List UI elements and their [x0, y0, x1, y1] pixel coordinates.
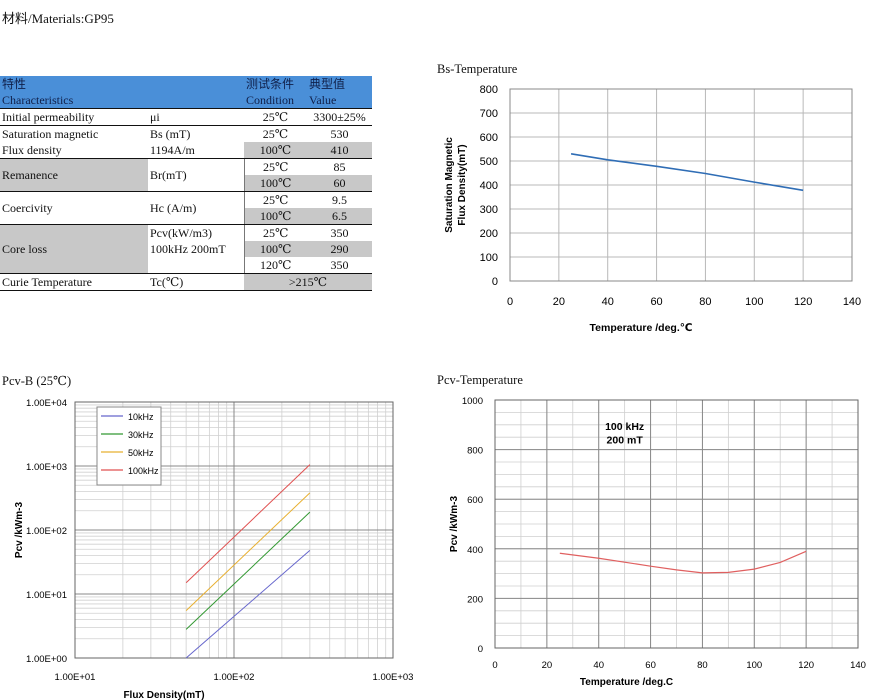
page-title: 材料/Materials:GP95	[2, 11, 114, 26]
series-line-30khz	[185, 511, 311, 630]
x-axis-label: Temperature /deg.C	[580, 677, 673, 688]
caption-pcv-temperature: Pcv-Temperature	[437, 373, 523, 387]
caption-bs-temperature: Bs-Temperature	[437, 62, 518, 76]
y-tick-label: 700	[480, 108, 498, 120]
x-tick-label: 120	[794, 296, 812, 308]
x-tick-label: 60	[650, 296, 662, 308]
y-tick-label: 200	[467, 594, 483, 605]
y-tick-label: 400	[467, 545, 483, 556]
table-row: 100℃ 6.5	[0, 208, 372, 225]
y-tick-label: 300	[480, 204, 498, 216]
y-tick-label: 1.00E+01	[26, 590, 67, 601]
x-tick-label: 140	[843, 296, 861, 308]
y-tick-label: 400	[480, 180, 498, 192]
x-tick-label: 1.00E+03	[373, 672, 414, 683]
y-axis-label: Pcv /kWm-3	[14, 501, 25, 558]
legend-label: 30kHz	[128, 430, 154, 440]
y-tick-label: 200	[480, 228, 498, 240]
y-tick-label: 100	[480, 252, 498, 264]
legend-label: 50kHz	[128, 448, 154, 458]
x-tick-label: 1.00E+01	[55, 672, 96, 683]
table-row: Saturation magnetic Bs (mT) 25℃ 530	[2, 127, 349, 141]
table-row: Curie Temperature Tc(℃) >215℃	[0, 273, 372, 291]
y-tick-label: 0	[492, 276, 498, 288]
x-tick-label: 1.00E+02	[214, 672, 255, 683]
annotation-frequency: 100 kHz	[605, 421, 644, 433]
header-condition-cn: 测试条件	[244, 76, 307, 92]
table-row: 100kHz 200mT 100℃ 290	[0, 241, 372, 257]
y-tick-label: 600	[467, 495, 483, 506]
x-tick-label: 80	[697, 660, 708, 671]
pcvt-series-line	[559, 550, 807, 574]
y-axis-label-line1: Saturation Magnetic	[444, 137, 455, 233]
x-tick-label: 100	[746, 660, 762, 671]
y-axis-label-line2: Flux Density(mT)	[457, 144, 468, 225]
x-tick-label: 60	[645, 660, 656, 671]
legend-label: 10kHz	[128, 412, 154, 422]
table-row: Remanence Br(mT) 25℃ 85	[0, 158, 372, 192]
x-tick-label: 100	[745, 296, 763, 308]
y-tick-label: 1000	[462, 396, 483, 407]
series-line-50khz	[185, 492, 311, 611]
x-tick-label: 0	[507, 296, 513, 308]
table-row: Coercivity Hc (A/m) 25℃ 9.5	[0, 191, 372, 225]
x-tick-label: 80	[699, 296, 711, 308]
header-characteristics-en: Characteristics	[0, 92, 148, 109]
x-axis-label: Flux Density(mT)	[123, 690, 204, 700]
bs-series-line	[570, 153, 804, 192]
table-header-row-en: Characteristics Condition Value	[0, 92, 372, 109]
x-tick-label: 120	[798, 660, 814, 671]
series-line-10khz	[185, 550, 311, 659]
x-tick-label: 40	[593, 660, 604, 671]
y-tick-label: 1.00E+02	[26, 526, 67, 537]
series-line-100khz	[185, 464, 311, 584]
table-row: Flux density 1194A/m 100℃ 410	[0, 142, 372, 159]
plot-frame	[494, 399, 859, 649]
header-value-cn: 典型值	[307, 76, 372, 92]
x-tick-label: 140	[850, 660, 866, 671]
y-tick-label: 1.00E+00	[26, 654, 67, 665]
header-value-en: Value	[307, 92, 372, 109]
y-tick-label: 0	[478, 644, 483, 655]
x-tick-label: 0	[492, 660, 497, 671]
y-tick-label: 800	[467, 446, 483, 457]
pcv-temperature-chart: 0 200 400 600 800 1000 0 20 40 60 80 100 120 140 100 k…	[449, 396, 866, 688]
y-tick-label: 800	[480, 84, 498, 96]
y-tick-label: 600	[480, 132, 498, 144]
table-header-row-cn: 特性 测试条件 典型值	[0, 76, 372, 92]
y-tick-label: 500	[480, 156, 498, 168]
plot-frame	[74, 401, 394, 659]
properties-table: 特性 测试条件 典型值 Characteristics Condition Va…	[0, 76, 372, 291]
legend-box	[96, 406, 162, 486]
bs-temperature-chart: 0 100 200 300 400 500 600 700 800 0 20 40 60 80 100 120…	[444, 84, 861, 334]
table-row: Initial permeability μi 25℃ 3300±25%	[0, 108, 372, 126]
pcv-b-chart: 1.00E+00 1.00E+01 1.00E+02 1.00E+03 1.00E+04…	[14, 398, 414, 700]
x-axis-label: Temperature /deg.℃	[590, 322, 693, 334]
caption-pcv-b: Pcv-B (25℃)	[2, 374, 72, 388]
table-row: Core loss Pcv(kW/m3) 25℃ 350	[0, 224, 372, 274]
x-tick-label: 20	[542, 660, 553, 671]
header-condition-en: Condition	[244, 92, 307, 109]
y-tick-label: 1.00E+04	[26, 398, 67, 409]
x-tick-label: 20	[553, 296, 565, 308]
annotation-flux: 200 mT	[607, 434, 644, 446]
legend-label: 100kHz	[128, 466, 159, 476]
y-tick-label: 1.00E+03	[26, 462, 67, 473]
y-axis-label: Pcv /kWm-3	[449, 495, 460, 552]
plot-frame	[509, 88, 853, 282]
x-tick-label: 40	[602, 296, 614, 308]
table-row: 100℃ 60	[0, 175, 372, 192]
table-row: 120℃ 350	[0, 257, 372, 274]
header-characteristics-cn: 特性	[0, 76, 148, 92]
